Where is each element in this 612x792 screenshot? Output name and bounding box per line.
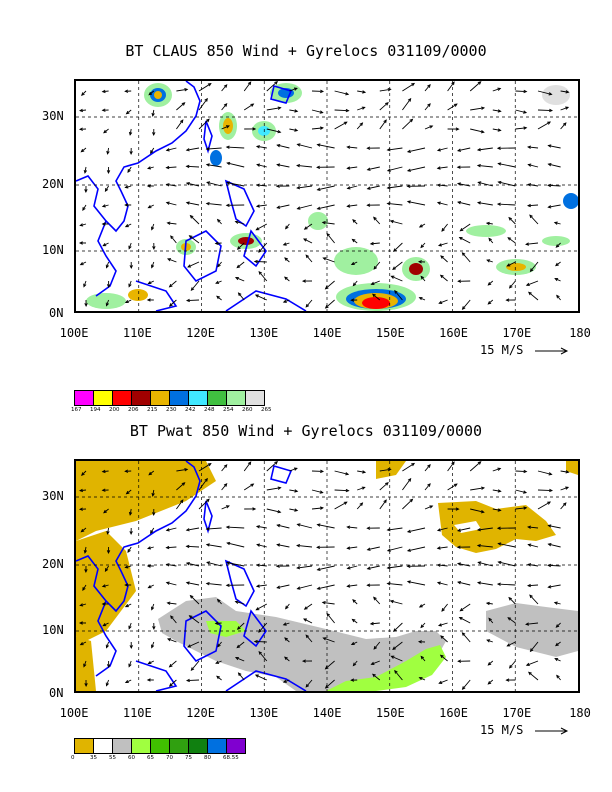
panel2-scale-label: 15 M/S [480, 723, 524, 737]
colorbar-swatch [188, 390, 208, 406]
colorbar-label: 230 [166, 407, 177, 413]
colorbar-swatch [188, 738, 208, 754]
colorbar-swatch [74, 738, 94, 754]
coastline [76, 461, 307, 691]
panel2-lon-label: 160E [439, 706, 468, 720]
panel2-lat-10n: 10N [42, 623, 64, 637]
panel1-lon-label: 100E [59, 326, 89, 340]
panel1-scale-arrow [535, 347, 569, 355]
colorbar-swatch [169, 390, 189, 406]
panel2-lon-label: 130E [249, 706, 279, 720]
colorbar-swatch [112, 738, 132, 754]
colorbar-swatch [150, 738, 170, 754]
panel1-lon-label: 120E [186, 326, 215, 340]
colorbar-label: 260 [242, 407, 253, 413]
colorbar-label: 194 [90, 407, 101, 413]
colorbar-swatch [131, 738, 151, 754]
colorbar-swatch [112, 390, 132, 406]
colorbar-label: 200 [109, 407, 120, 413]
panel1-lat-20n: 20N [42, 177, 64, 191]
colorbar-label: 35 [90, 755, 97, 761]
panel1-lon-label: 150E [375, 326, 405, 340]
panel2-lon-label: 110E [122, 706, 152, 720]
panel1-title: BT CLAUS 850 Wind + Gyrelocs 031109/0000 [125, 42, 487, 60]
colorbar-swatch [207, 738, 227, 754]
colorbar-label: 242 [185, 407, 196, 413]
colorbar-label: 215 [147, 407, 158, 413]
colorbar-label: 265 [261, 407, 272, 413]
coastline [76, 81, 307, 311]
panel2-colorbar [74, 738, 246, 754]
colorbar-swatch [226, 738, 246, 754]
colorbar-label: 206 [128, 407, 139, 413]
colorbar-swatch [207, 390, 227, 406]
colorbar-swatch [150, 390, 170, 406]
panel2-map [74, 459, 580, 693]
colorbar-label: 80 [204, 755, 211, 761]
panel2-lat-20n: 20N [42, 557, 64, 571]
panel2-lon-label: 170E [502, 706, 532, 720]
colorbar-swatch [93, 390, 113, 406]
panel2-lon-label: 120E [186, 706, 215, 720]
colorbar-label: 248 [204, 407, 215, 413]
panel2-title: BT Pwat 850 Wind + Gyrelocs 031109/0000 [129, 422, 483, 440]
panel1-scale-label: 15 M/S [480, 343, 524, 357]
colorbar-swatch [169, 738, 189, 754]
panel1-lon-label: 140E [312, 326, 342, 340]
panel2-lon-label: 140E [312, 706, 342, 720]
colorbar-swatch [226, 390, 246, 406]
colorbar-label: 254 [223, 407, 234, 413]
colorbar-label: 0 [71, 755, 75, 761]
panel2-lon-label: 180 [569, 706, 591, 720]
colorbar-label: 75 [185, 755, 192, 761]
colorbar-swatch [245, 390, 265, 406]
panel1-lon-label: 110E [122, 326, 152, 340]
panel1-lon-label: 160E [439, 326, 468, 340]
colorbar-label: 60 [128, 755, 135, 761]
colorbar-label: 68.55 [223, 755, 239, 761]
colorbar-label: 70 [166, 755, 173, 761]
colorbar-swatch [74, 390, 94, 406]
colorbar-swatch [131, 390, 151, 406]
panel1-lon-label: 130E [249, 326, 279, 340]
panel1-lon-label: 180 [569, 326, 591, 340]
panel1-lat-0n: 0N [49, 306, 64, 320]
panel1-lat-30n: 30N [42, 109, 64, 123]
colorbar-label: 65 [147, 755, 154, 761]
panel1-lon-label: 170E [502, 326, 532, 340]
panel2-lon-label: 100E [59, 706, 89, 720]
panel2-scale-arrow [535, 727, 569, 735]
colorbar-swatch [93, 738, 113, 754]
panel2-lat-0n: 0N [49, 686, 64, 700]
colorbar-label: 55 [109, 755, 116, 761]
panel2-lat-30n: 30N [42, 489, 64, 503]
panel1-colorbar [74, 390, 265, 406]
panel2-lon-label: 150E [375, 706, 405, 720]
panel1-lat-10n: 10N [42, 243, 64, 257]
panel1-map [74, 79, 580, 313]
colorbar-label: 167 [71, 407, 82, 413]
